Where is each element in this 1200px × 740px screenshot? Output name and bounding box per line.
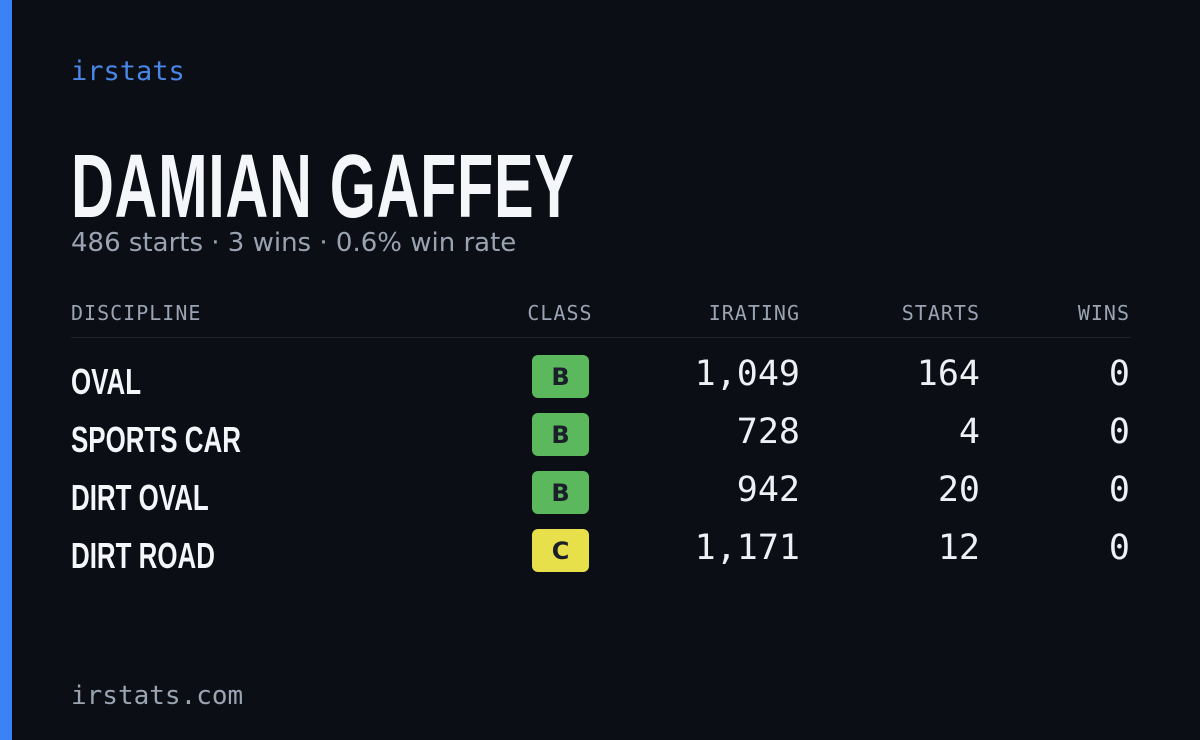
class-badge: B — [532, 413, 589, 456]
irating: 942 — [736, 470, 800, 510]
column-header: CLASS — [527, 301, 593, 325]
wins: 0 — [1108, 528, 1130, 568]
column-header: DISCIPLINE — [71, 301, 202, 325]
wins: 0 — [1108, 470, 1130, 510]
discipline: DIRT OVAL — [71, 477, 209, 518]
class-badge: B — [532, 355, 589, 398]
header-rule — [71, 337, 1131, 338]
class-badge: C — [532, 529, 589, 572]
summary: 486 starts · 3 wins · 0.6% win rate — [71, 228, 517, 258]
footer-url: irstats.com — [71, 681, 244, 711]
irating: 728 — [736, 412, 800, 452]
starts: 4 — [958, 412, 980, 452]
discipline: SPORTS CAR — [71, 419, 241, 460]
wins: 0 — [1108, 354, 1130, 394]
discipline: OVAL — [71, 361, 142, 402]
column-header: IRATING — [708, 301, 800, 325]
discipline: DIRT ROAD — [71, 535, 215, 576]
class-badge: B — [532, 471, 589, 514]
irating: 1,049 — [694, 354, 800, 394]
column-header: WINS — [1077, 301, 1130, 325]
accent-bar — [0, 0, 12, 740]
column-header: STARTS — [901, 301, 980, 325]
starts: 164 — [916, 354, 980, 394]
player-name: DAMIAN GAFFEY — [71, 137, 575, 237]
starts: 20 — [937, 470, 980, 510]
irating: 1,171 — [694, 528, 800, 568]
brand: irstats — [71, 56, 185, 87]
wins: 0 — [1108, 412, 1130, 452]
starts: 12 — [937, 528, 980, 568]
